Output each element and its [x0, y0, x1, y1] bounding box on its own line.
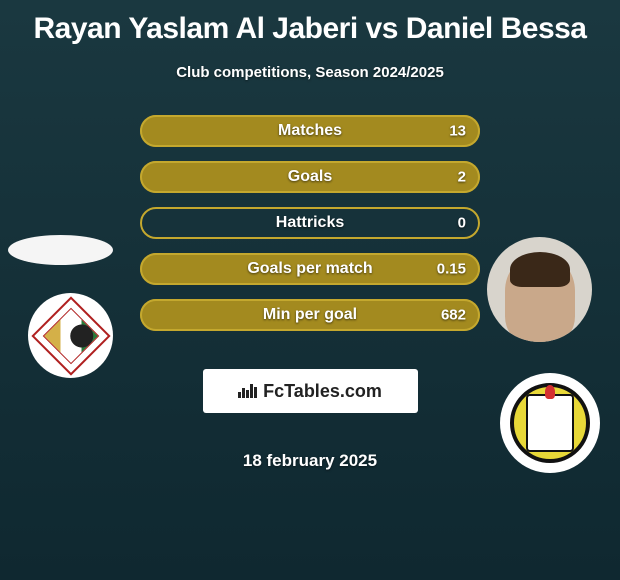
stat-row-matches: Matches 13 [140, 115, 480, 147]
right-club-badge-inner [510, 383, 590, 463]
date-text: 18 february 2025 [243, 451, 377, 471]
left-club-badge-inner [31, 296, 110, 375]
left-club-badge [28, 293, 113, 378]
stat-value-right: 13 [449, 123, 466, 140]
stat-label: Goals [288, 168, 332, 186]
stat-label: Matches [278, 122, 342, 140]
stat-row-goals: Goals 2 [140, 161, 480, 193]
stat-value-right: 2 [458, 169, 466, 186]
stat-row-min-per-goal: Min per goal 682 [140, 299, 480, 331]
page-title: Rayan Yaslam Al Jaberi vs Daniel Bessa [33, 12, 586, 46]
brand-box[interactable]: FcTables.com [203, 369, 418, 413]
stat-label: Hattricks [276, 214, 344, 232]
subtitle: Club competitions, Season 2024/2025 [176, 64, 444, 81]
right-club-badge [500, 373, 600, 473]
chart-icon [238, 384, 257, 398]
stat-value-right: 682 [441, 307, 466, 324]
left-player-avatar [8, 235, 113, 265]
stat-row-goals-per-match: Goals per match 0.15 [140, 253, 480, 285]
brand-text: FcTables.com [263, 381, 382, 402]
hair-placeholder [510, 252, 570, 287]
right-player-avatar [487, 237, 592, 342]
stat-value-right: 0.15 [437, 261, 466, 278]
face-placeholder [505, 257, 575, 342]
stat-value-right: 0 [458, 215, 466, 232]
stat-label: Min per goal [263, 306, 357, 324]
stat-row-hattricks: Hattricks 0 [140, 207, 480, 239]
stats-block: Matches 13 Goals 2 Hattricks 0 Goals per… [0, 115, 620, 471]
stat-label: Goals per match [247, 260, 372, 278]
